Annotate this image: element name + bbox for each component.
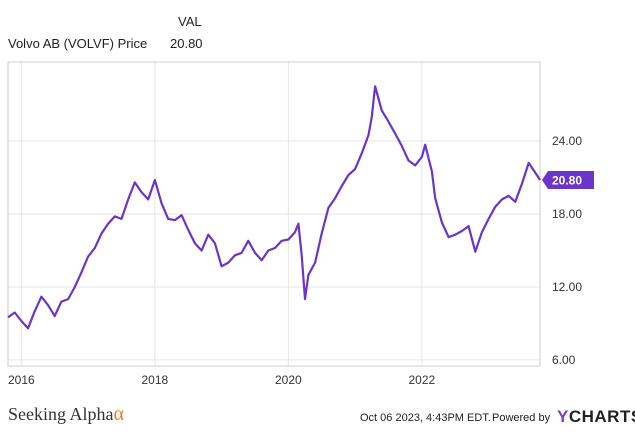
- y-tick-label: 24.00: [552, 134, 582, 148]
- alpha-icon: α: [113, 403, 124, 425]
- last-value-badge: [542, 170, 594, 189]
- y-tick-label: 18.00: [552, 207, 582, 221]
- y-tick-label: 12.00: [552, 280, 582, 294]
- price-series-line: [7, 85, 541, 330]
- ycharts-logo: YCHARTS: [557, 407, 635, 427]
- last-value-label: 20.80: [552, 173, 582, 187]
- y-axis-ticks: 6.00 12.00 18.00 24.00: [552, 134, 582, 367]
- powered-by-label: Powered by: [492, 412, 551, 424]
- timestamp: Oct 06 2023, 4:43PM EDT.: [360, 412, 491, 424]
- ycharts-text: CHARTS: [568, 407, 635, 426]
- x-tick-label: 2016: [8, 373, 35, 387]
- brand-text: Seeking Alpha: [8, 404, 114, 424]
- x-tick-label: 2018: [141, 373, 168, 387]
- legend-column-header: VAL: [178, 14, 202, 29]
- plot-area-frame: [7, 61, 541, 367]
- seeking-alpha-logo: Seeking Alphaα: [8, 403, 124, 426]
- ycharts-y: Y: [557, 407, 569, 426]
- x-tick-label: 2022: [409, 373, 436, 387]
- x-tick-label: 2020: [275, 373, 302, 387]
- y-tick-label: 6.00: [552, 353, 576, 367]
- legend-series-value: 20.80: [170, 36, 203, 51]
- legend-series-label: Volvo AB (VOLVF) Price: [8, 36, 148, 51]
- footer: Seeking Alphaα Oct 06 2023, 4:43PM EDT. …: [0, 395, 635, 435]
- x-axis-ticks: 2016 2018 2020 2022: [8, 373, 436, 387]
- chart-grid: [8, 62, 540, 366]
- last-value-marker: 20.80: [542, 170, 594, 189]
